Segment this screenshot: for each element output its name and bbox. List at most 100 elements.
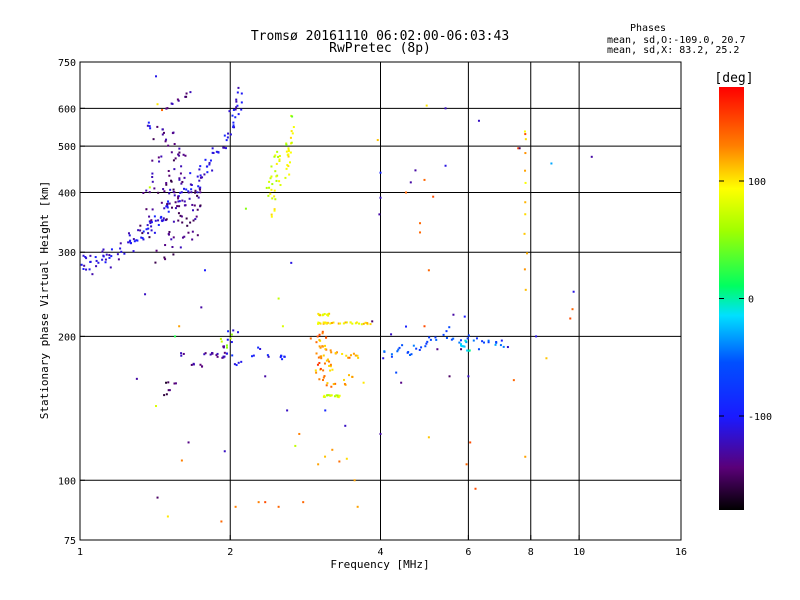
echo-point xyxy=(224,147,227,150)
echo-point xyxy=(316,335,319,338)
echo-point xyxy=(283,355,286,358)
echo-point xyxy=(189,221,192,224)
echo-point xyxy=(274,170,277,173)
echo-point xyxy=(180,354,183,357)
echo-point xyxy=(82,267,85,270)
echo-point xyxy=(419,231,422,234)
echo-point xyxy=(209,353,212,356)
data-points xyxy=(80,75,593,523)
echo-point xyxy=(165,205,168,208)
echo-point xyxy=(223,134,226,137)
echo-point xyxy=(524,455,527,458)
echo-point xyxy=(157,156,160,159)
echo-point xyxy=(345,354,348,357)
echo-point xyxy=(395,371,398,374)
echo-point xyxy=(379,171,382,174)
x-tick-label: 8 xyxy=(528,547,534,558)
echo-point xyxy=(331,368,334,371)
echo-point xyxy=(102,248,105,251)
echo-point xyxy=(144,293,147,296)
echo-point xyxy=(216,355,219,358)
echo-point xyxy=(169,188,172,191)
echo-point xyxy=(148,220,151,223)
echo-point xyxy=(84,255,87,258)
echo-point xyxy=(302,501,305,504)
echo-point xyxy=(129,242,132,245)
echo-point xyxy=(147,227,150,230)
echo-point xyxy=(140,236,143,239)
echo-point xyxy=(199,174,202,177)
echo-point xyxy=(517,147,520,150)
echo-point xyxy=(459,339,462,342)
echo-point xyxy=(203,173,206,176)
echo-point xyxy=(196,208,199,211)
echo-point xyxy=(285,143,288,146)
echo-point xyxy=(349,354,352,357)
echo-point xyxy=(420,346,423,349)
echo-point xyxy=(336,394,339,397)
echo-point xyxy=(482,341,485,344)
echo-point xyxy=(208,161,211,164)
echo-point xyxy=(187,441,190,444)
echo-point xyxy=(178,205,181,208)
echo-point xyxy=(230,341,233,344)
echo-point xyxy=(329,369,332,372)
echo-point xyxy=(270,175,273,178)
echo-point xyxy=(234,116,237,119)
echo-point xyxy=(232,124,235,127)
echo-point xyxy=(550,162,553,165)
echo-point xyxy=(292,126,295,129)
echo-point xyxy=(398,346,401,349)
echo-point xyxy=(185,188,188,191)
echo-point xyxy=(369,323,372,326)
echo-point xyxy=(468,349,471,352)
echo-point xyxy=(177,195,180,198)
echo-point xyxy=(236,104,239,107)
echo-point xyxy=(364,321,367,324)
echo-point xyxy=(321,330,324,333)
echo-point xyxy=(172,188,175,191)
echo-point xyxy=(335,394,338,397)
echo-point xyxy=(171,206,174,209)
echo-point xyxy=(198,179,201,182)
echo-point xyxy=(352,352,355,355)
echo-point xyxy=(174,207,177,210)
echo-point xyxy=(448,375,451,378)
echo-point xyxy=(318,378,321,381)
echo-point xyxy=(168,192,171,195)
echo-point xyxy=(127,241,130,244)
echo-point xyxy=(337,396,340,399)
echo-point xyxy=(226,338,229,341)
echo-point xyxy=(342,322,345,325)
echo-point xyxy=(152,138,155,141)
echo-point xyxy=(330,322,333,325)
echo-point xyxy=(237,361,240,364)
echo-point xyxy=(119,247,122,250)
echo-point xyxy=(151,159,154,162)
echo-point xyxy=(524,138,527,141)
echo-point xyxy=(194,191,197,194)
echo-point xyxy=(240,360,243,363)
echo-point xyxy=(167,389,170,392)
echo-point xyxy=(154,261,157,264)
echo-point xyxy=(128,234,131,237)
echo-point xyxy=(355,321,358,324)
echo-point xyxy=(234,505,237,508)
echo-point xyxy=(382,357,385,360)
echo-point xyxy=(167,381,170,384)
echo-point xyxy=(270,165,273,168)
echo-point xyxy=(435,338,438,341)
echo-point xyxy=(357,356,360,359)
echo-point xyxy=(149,127,152,130)
echo-point xyxy=(460,344,463,347)
echo-point xyxy=(240,101,243,104)
echo-point xyxy=(328,312,331,315)
echo-point xyxy=(333,395,336,398)
echo-point xyxy=(172,159,175,162)
echo-point xyxy=(267,194,270,197)
echo-point xyxy=(329,349,332,352)
echo-point xyxy=(284,176,287,179)
echo-point xyxy=(196,234,199,237)
echo-point xyxy=(151,208,154,211)
echo-point xyxy=(318,345,321,348)
